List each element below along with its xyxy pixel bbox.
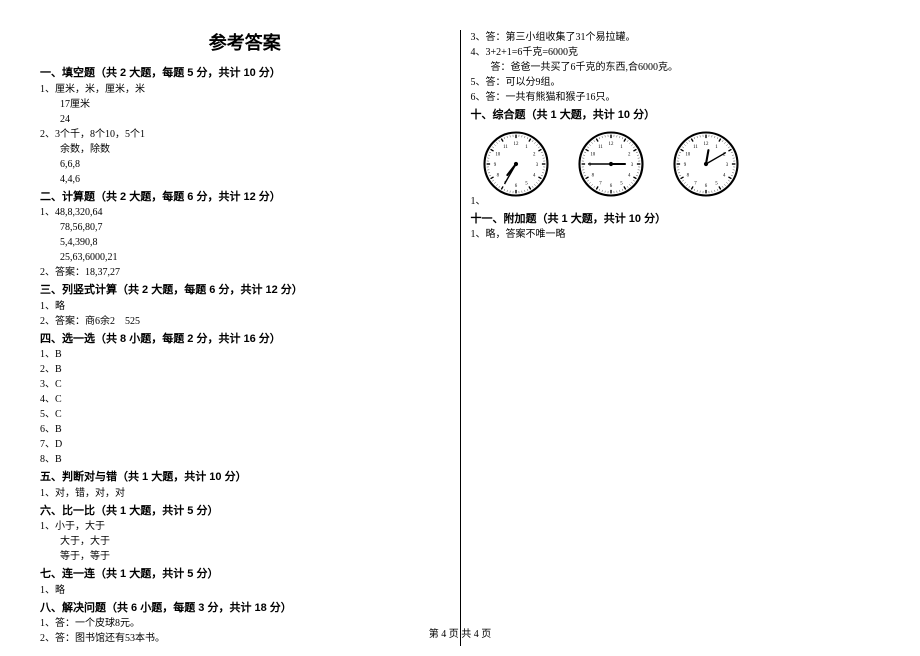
- answer-line: 3、答：第三小组收集了31个易拉罐。: [471, 30, 881, 45]
- answer-line: 余数，除数: [40, 142, 450, 157]
- svg-text:11: 11: [503, 144, 508, 149]
- answer-line: 5、C: [40, 407, 450, 422]
- clock-3-icon: 123456789101112: [671, 129, 741, 199]
- section-3-header: 三、列竖式计算（共 2 大题，每题 6 分，共计 12 分）: [40, 282, 450, 299]
- page-container: 参考答案 一、填空题（共 2 大题，每题 5 分，共计 10 分） 1、厘米，米…: [0, 0, 920, 656]
- section-5-header: 五、判断对与错（共 1 大题，共计 10 分）: [40, 469, 450, 486]
- section-7-header: 七、连一连（共 1 大题，共计 5 分）: [40, 566, 450, 583]
- svg-text:12: 12: [703, 142, 708, 147]
- answer-line: 4,4,6: [40, 172, 450, 187]
- answer-line: 2、答案：商6余2 525: [40, 314, 450, 329]
- answer-line: 3、C: [40, 377, 450, 392]
- svg-text:11: 11: [693, 144, 698, 149]
- answer-line: 答：爸爸一共买了6千克的东西,合6000克。: [471, 60, 881, 75]
- answer-line: 78,56,80,7: [40, 220, 450, 235]
- page-footer: 第 4 页 共 4 页: [0, 625, 920, 640]
- answer-line: 1、B: [40, 347, 450, 362]
- section-1-header: 一、填空题（共 2 大题，每题 5 分，共计 10 分）: [40, 65, 450, 82]
- answer-line: 8、B: [40, 452, 450, 467]
- answer-line: 2、B: [40, 362, 450, 377]
- answer-line: 2、3个千，8个10，5个1: [40, 127, 450, 142]
- svg-text:11: 11: [598, 144, 603, 149]
- answer-line: 1、小于，大于: [40, 519, 450, 534]
- section-11-header: 十一、附加题（共 1 大题，共计 10 分）: [471, 211, 881, 228]
- svg-text:12: 12: [513, 142, 518, 147]
- section-8-header: 八、解决问题（共 6 小题，每题 3 分，共计 18 分）: [40, 600, 450, 617]
- svg-text:10: 10: [495, 152, 500, 157]
- answer-line: 等于，等于: [40, 549, 450, 564]
- svg-text:10: 10: [685, 152, 690, 157]
- answer-line: 7、D: [40, 437, 450, 452]
- answer-line: 24: [40, 112, 450, 127]
- answer-line: 大于，大于: [40, 534, 450, 549]
- answer-line: 6、B: [40, 422, 450, 437]
- clock-2-icon: 123456789101112: [576, 129, 646, 199]
- doc-title: 参考答案: [40, 30, 450, 57]
- answer-line: 2、答案：18,37,27: [40, 265, 450, 280]
- answer-line: 25,63,6000,21: [40, 250, 450, 265]
- answer-line: 5,4,390,8: [40, 235, 450, 250]
- answer-line: 1、略: [40, 299, 450, 314]
- answer-line: 1、对，错，对，对: [40, 486, 450, 501]
- answer-line: 1、略: [40, 583, 450, 598]
- clocks-row: 123456789101112 123456789101112 12345678…: [481, 129, 881, 199]
- right-column: 3、答：第三小组收集了31个易拉罐。 4、3+2+1=6千克=6000克 答：爸…: [461, 30, 891, 646]
- section-10-header: 十、综合题（共 1 大题，共计 10 分）: [471, 107, 881, 124]
- svg-text:10: 10: [590, 152, 595, 157]
- section-4-header: 四、选一选（共 8 小题，每题 2 分，共计 16 分）: [40, 331, 450, 348]
- answer-line: 1、48,8,320,64: [40, 205, 450, 220]
- answer-line: 6、答：一共有熊猫和猴子16只。: [471, 90, 881, 105]
- answer-line: 5、答：可以分9组。: [471, 75, 881, 90]
- left-column: 参考答案 一、填空题（共 2 大题，每题 5 分，共计 10 分） 1、厘米，米…: [30, 30, 461, 646]
- answer-line: 17厘米: [40, 97, 450, 112]
- answer-line: 1、厘米，米，厘米，米: [40, 82, 450, 97]
- section-6-header: 六、比一比（共 1 大题，共计 5 分）: [40, 503, 450, 520]
- answer-line: 6,6,8: [40, 157, 450, 172]
- section-2-header: 二、计算题（共 2 大题，每题 6 分，共计 12 分）: [40, 189, 450, 206]
- svg-text:12: 12: [608, 142, 613, 147]
- answer-line: 4、3+2+1=6千克=6000克: [471, 45, 881, 60]
- clock-1-icon: 123456789101112: [481, 129, 551, 199]
- answer-line: 1、略，答案不唯一略: [471, 227, 881, 242]
- answer-line: 4、C: [40, 392, 450, 407]
